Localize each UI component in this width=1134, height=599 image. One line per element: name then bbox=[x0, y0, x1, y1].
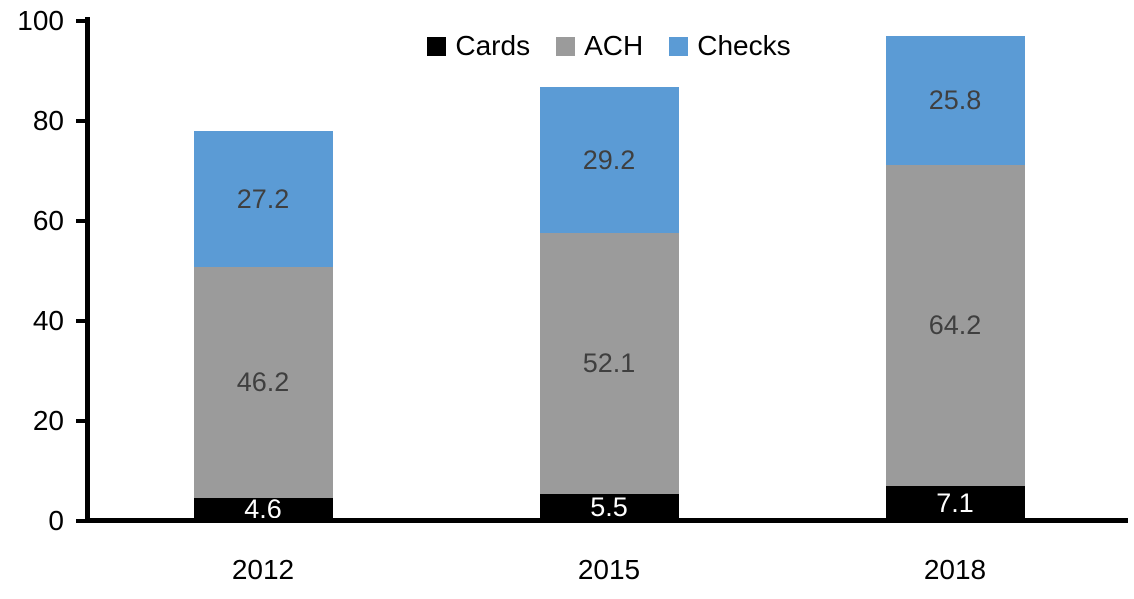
legend-swatch-ach bbox=[556, 36, 576, 56]
y-axis-tick-label: 0 bbox=[48, 505, 64, 536]
legend-label-checks: Checks bbox=[697, 30, 791, 61]
legend-swatch-checks bbox=[669, 36, 689, 56]
x-axis-category-label: 2015 bbox=[577, 554, 641, 585]
y-axis-tick-label: 80 bbox=[32, 105, 64, 136]
legend-swatch-cards bbox=[427, 36, 447, 56]
y-axis-tick bbox=[76, 319, 90, 323]
y-axis-tick-label: 40 bbox=[32, 305, 64, 336]
x-axis-line bbox=[85, 518, 1128, 523]
bar-segment-ach-2018: 64.2 bbox=[885, 164, 1025, 486]
chart-legend: Cards ACH Checks bbox=[90, 30, 1128, 62]
x-axis-category-label: 2018 bbox=[923, 554, 987, 585]
bar-segment-checks-2018: 25.8 bbox=[885, 35, 1025, 165]
bar-value-label: 46.2 bbox=[236, 367, 290, 397]
bar-segment-cards-2015: 5.5 bbox=[539, 491, 679, 522]
y-axis-tick bbox=[76, 19, 90, 23]
y-axis-tick-label: 60 bbox=[32, 205, 64, 236]
bar-segment-ach-2015: 52.1 bbox=[539, 233, 679, 494]
bar-value-label: 5.5 bbox=[590, 491, 628, 522]
x-axis-category-label: 2012 bbox=[231, 554, 295, 585]
y-axis-tick-label: 100 bbox=[17, 5, 64, 36]
y-axis-tick bbox=[76, 219, 90, 223]
bar-segment-cards-2018: 7.1 bbox=[885, 485, 1025, 521]
bar-value-label: 52.1 bbox=[582, 347, 636, 378]
y-axis-tick bbox=[76, 119, 90, 123]
y-axis-tick bbox=[76, 419, 90, 423]
legend-item-cards: Cards bbox=[427, 30, 530, 62]
bar-value-label: 7.1 bbox=[936, 487, 974, 518]
legend-label-cards: Cards bbox=[455, 30, 531, 61]
legend-item-checks: Checks bbox=[669, 30, 791, 62]
y-axis-tick bbox=[76, 519, 90, 523]
y-axis-tick-label: 20 bbox=[32, 405, 64, 436]
bar-value-label: 25.8 bbox=[928, 84, 982, 115]
legend-label-ach: ACH bbox=[584, 30, 644, 61]
y-axis-line bbox=[85, 17, 90, 523]
legend-item-ach: ACH bbox=[556, 30, 643, 62]
bar-segment-checks-2015: 29.2 bbox=[539, 87, 679, 233]
bar-value-label: 27.2 bbox=[236, 183, 290, 214]
bar-segment-checks-2012: 27.2 bbox=[193, 131, 333, 267]
bar-value-label: 29.2 bbox=[582, 144, 636, 175]
bar-segment-ach-2012: 46.2 bbox=[193, 267, 333, 498]
bar-value-label: 64.2 bbox=[928, 309, 982, 340]
